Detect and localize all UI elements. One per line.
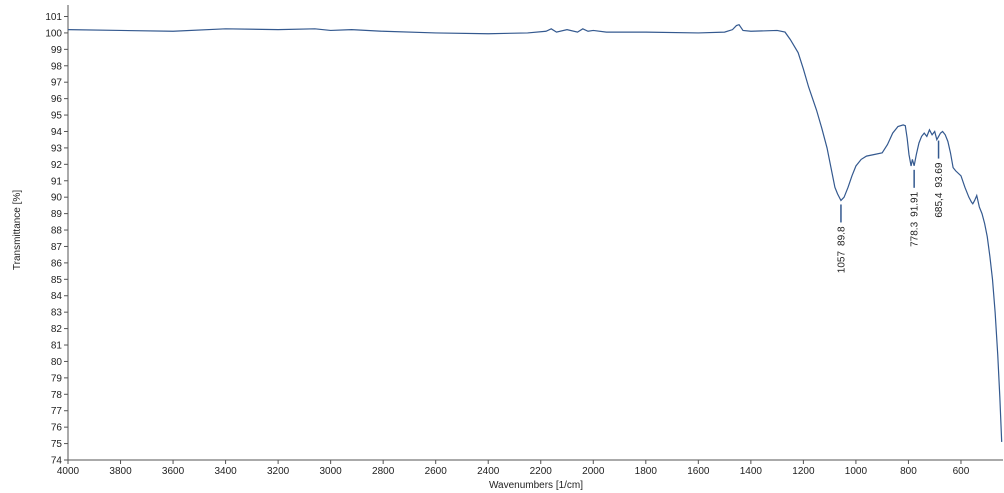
x-tick-label: 1000: [845, 466, 868, 477]
y-tick-label: 77: [51, 406, 63, 417]
peak-y: 89.8: [836, 226, 847, 246]
peak-x: 1057: [836, 251, 847, 274]
x-tick-label: 3000: [320, 466, 343, 477]
x-tick-label: 3800: [109, 466, 132, 477]
peak-x: 685,4: [934, 192, 945, 217]
x-tick-label: 1800: [635, 466, 658, 477]
y-tick-label: 82: [51, 324, 63, 335]
x-tick-label: 2600: [425, 466, 448, 477]
x-tick-label: 3200: [267, 466, 290, 477]
x-tick-label: 2400: [477, 466, 500, 477]
y-tick-label: 90: [51, 193, 63, 204]
x-tick-label: 3400: [214, 466, 237, 477]
spectrum-line: [67, 24, 1003, 442]
y-tick-label: 75: [51, 439, 63, 450]
x-tick-label: 2800: [372, 466, 395, 477]
x-tick-label: 2000: [582, 466, 605, 477]
x-tick-label: 1600: [687, 466, 710, 477]
y-tick-label: 78: [51, 390, 63, 401]
x-tick-label: 600: [953, 466, 970, 477]
peak-label: 685,4 93.69: [934, 162, 945, 217]
y-tick-label: 85: [51, 275, 63, 286]
y-tick-label: 97: [51, 78, 63, 89]
x-axis-label: Wavenumbers [1/cm]: [489, 480, 583, 491]
x-tick-label: 1400: [740, 466, 763, 477]
x-tick-label: 800: [900, 466, 917, 477]
y-tick-label: 76: [51, 423, 63, 434]
y-tick-label: 95: [51, 111, 63, 122]
y-tick-label: 84: [51, 291, 63, 302]
y-tick-label: 74: [51, 456, 63, 467]
x-tick-label: 1200: [792, 466, 815, 477]
y-tick-label: 83: [51, 308, 63, 319]
y-tick-label: 88: [51, 226, 63, 237]
x-tick-label: 4000: [57, 466, 80, 477]
y-tick-label: 86: [51, 258, 63, 269]
y-tick-label: 79: [51, 373, 63, 384]
y-tick-label: 93: [51, 143, 63, 154]
peak-label: 1057 89.8: [836, 226, 847, 273]
y-tick-label: 92: [51, 160, 63, 171]
y-tick-label: 101: [45, 12, 62, 23]
y-tick-label: 81: [51, 341, 63, 352]
x-tick-label: 3600: [162, 466, 185, 477]
peak-y: 93.69: [934, 162, 945, 187]
y-tick-label: 96: [51, 94, 63, 105]
peak-label: 778.3 91.91: [910, 191, 921, 246]
y-tick-label: 98: [51, 61, 63, 72]
y-tick-label: 91: [51, 176, 63, 187]
y-tick-label: 100: [45, 28, 62, 39]
y-tick-label: 80: [51, 357, 63, 368]
peak-x: 778.3: [910, 221, 921, 246]
y-tick-label: 99: [51, 45, 63, 56]
peak-y: 91.91: [910, 191, 921, 216]
y-axis-label: Transmittance [%]: [12, 190, 23, 270]
y-tick-label: 87: [51, 242, 63, 253]
y-tick-label: 89: [51, 209, 63, 220]
x-tick-label: 2200: [530, 466, 553, 477]
y-tick-label: 94: [51, 127, 63, 138]
